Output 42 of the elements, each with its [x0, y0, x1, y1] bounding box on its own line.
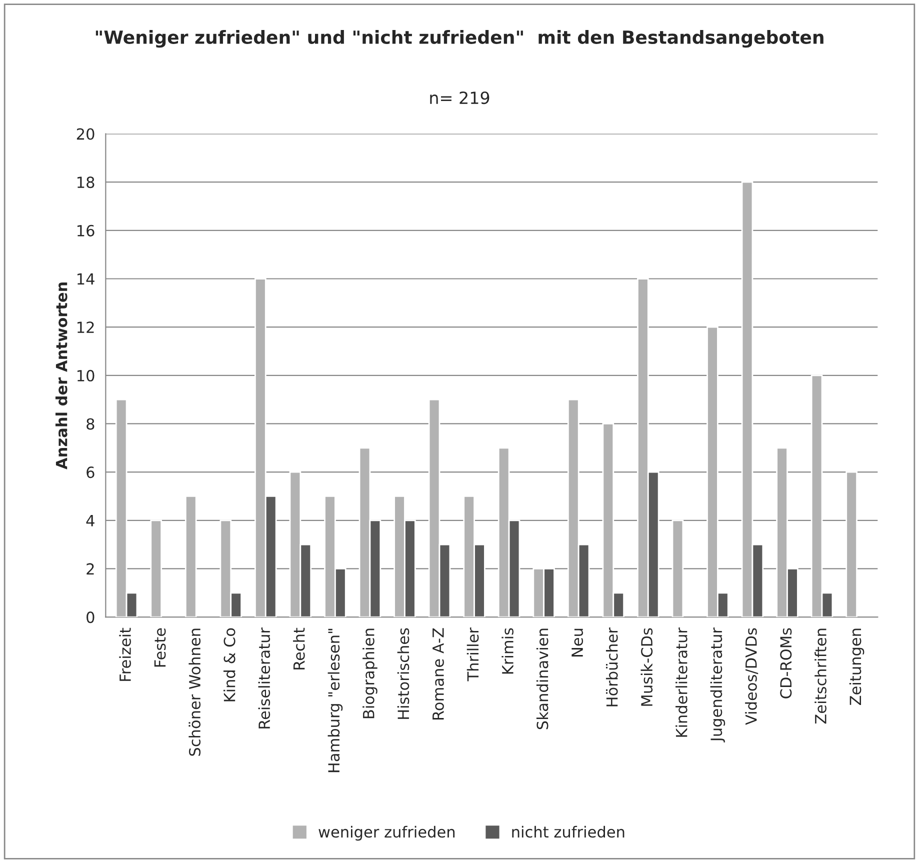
- y-tick-label: 0: [86, 612, 94, 624]
- x-tick-label: Neu: [572, 628, 584, 656]
- chart-subtitle: n= 219: [430, 91, 490, 104]
- x-tick-label: Feste: [154, 628, 166, 667]
- x-tick-label: Zeitungen: [849, 628, 864, 706]
- y-tick-label: 18: [78, 176, 94, 188]
- chart-title: "Weniger zufrieden" und "nicht zufrieden" mit den Bestandsangeboten: [96, 30, 824, 48]
- x-tick-label: Thriller: [466, 627, 479, 682]
- x-tick-label: Freizeit: [119, 628, 131, 681]
- x-tick-label: Musik-CDs: [640, 628, 653, 706]
- y-tick-label: 14: [78, 273, 94, 285]
- x-tick-label: Jugendliteratur: [710, 627, 726, 742]
- y-tick-label: 4: [86, 515, 94, 526]
- x-tick-label: Skandinavien: [536, 628, 548, 730]
- legend-label: weniger zufrieden: [318, 826, 455, 841]
- bar: [846, 471, 858, 618]
- y-tick-label: 6: [86, 466, 94, 478]
- x-tick-label: Zeitschriften: [814, 628, 826, 724]
- y-tick-label: 20: [76, 128, 94, 140]
- x-tick-label: Biographien: [362, 628, 378, 718]
- x-tick-label: Schöner Wohnen: [188, 628, 201, 756]
- bar: [672, 520, 684, 618]
- y-tick-label: 8: [86, 418, 94, 430]
- bar: [184, 496, 197, 618]
- x-tick-label: Kinderliteratur: [676, 627, 688, 737]
- x-tick-label: Romane A-Z: [432, 628, 444, 720]
- y-tick-label: 16: [78, 224, 94, 236]
- x-tick-label: Hamburg "erlesen": [328, 628, 343, 772]
- x-tick-label: Historisches: [397, 628, 410, 719]
- y-axis-title: Anzahl der Antworten: [55, 282, 68, 470]
- x-tick-label: Hörbücher: [606, 627, 618, 706]
- bar: [150, 520, 162, 618]
- y-tick-label: 12: [78, 322, 94, 333]
- x-tick-label: Krimis: [502, 628, 514, 674]
- legend-label: nicht zufrieden: [512, 826, 624, 838]
- x-tick-label: Reiseliteratur: [258, 627, 270, 728]
- x-tick-label: Recht: [293, 628, 305, 670]
- x-tick-label: Kind & Co: [223, 628, 236, 702]
- y-tick-label: 2: [86, 563, 94, 575]
- y-tick-label: 10: [78, 370, 94, 382]
- x-tick-label: Videos/DVDs: [745, 628, 758, 725]
- x-tick-label: CD-ROMs: [780, 628, 792, 698]
